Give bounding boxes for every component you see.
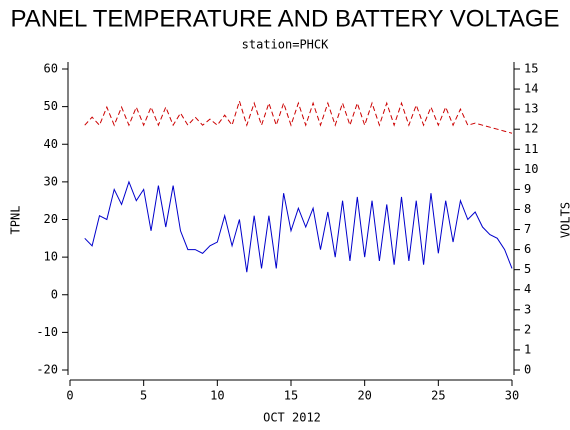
y-tick-label: 20 xyxy=(44,212,58,226)
y-tick-label: 40 xyxy=(44,137,58,151)
y-tick-label: 0 xyxy=(51,287,58,301)
y2-tick-label: 15 xyxy=(524,62,538,76)
y2-tick-label: 12 xyxy=(524,122,538,136)
x-axis-label: OCT 2012 xyxy=(263,411,321,425)
y2-tick-label: 5 xyxy=(524,262,531,276)
x-tick-label: 0 xyxy=(66,389,73,403)
y2-tick-label: 7 xyxy=(524,222,531,236)
y-tick-label: 50 xyxy=(44,99,58,113)
y-axis-label: TPNL xyxy=(9,206,23,235)
y-tick-label: 10 xyxy=(44,250,58,264)
y2-tick-label: 11 xyxy=(524,142,538,156)
y2-axis-label: VOLTS xyxy=(559,202,570,238)
x-tick-label: 30 xyxy=(505,389,519,403)
y2-tick-label: 3 xyxy=(524,302,531,316)
y2-tick-label: 0 xyxy=(524,363,531,377)
chart-subtitle: station=PHCK xyxy=(242,38,329,52)
x-tick-label: 20 xyxy=(357,389,371,403)
y2-tick-label: 4 xyxy=(524,282,531,296)
x-tick-label: 10 xyxy=(210,389,224,403)
y2-tick-label: 2 xyxy=(524,322,531,336)
y2-tick-label: 9 xyxy=(524,182,531,196)
x-tick-label: 25 xyxy=(431,389,445,403)
y2-tick-label: 13 xyxy=(524,102,538,116)
y2-tick-label: 10 xyxy=(524,162,538,176)
x-tick-label: 15 xyxy=(284,389,298,403)
y-tick-label: 30 xyxy=(44,174,58,188)
series-line xyxy=(84,99,513,134)
y-tick-label: -10 xyxy=(36,325,58,339)
y-tick-label: 60 xyxy=(44,62,58,76)
y2-tick-label: 14 xyxy=(524,82,538,96)
y2-tick-label: 1 xyxy=(524,342,531,356)
chart-title: PANEL TEMPERATURE AND BATTERY VOLTAGE xyxy=(10,5,559,32)
y-tick-label: -20 xyxy=(36,363,58,377)
series-line xyxy=(84,180,513,273)
x-tick-label: 5 xyxy=(140,389,147,403)
y2-tick-label: 6 xyxy=(524,242,531,256)
y2-tick-label: 8 xyxy=(524,202,531,216)
